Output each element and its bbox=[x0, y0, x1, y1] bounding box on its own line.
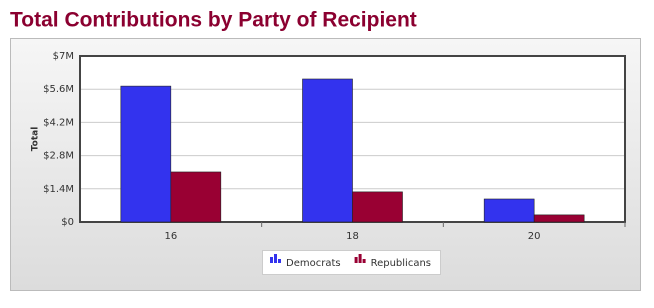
legend bbox=[262, 250, 441, 275]
bar bbox=[302, 78, 353, 223]
y-tick-label: $5.6M bbox=[43, 84, 74, 95]
legend-label: Republicans bbox=[371, 258, 431, 269]
x-tick-label: 20 bbox=[528, 231, 541, 242]
y-axis-label: Total bbox=[31, 127, 41, 152]
x-tick-label: 18 bbox=[346, 231, 359, 242]
legend-icon bbox=[362, 259, 366, 263]
y-tick-label: $7M bbox=[53, 51, 74, 62]
bar bbox=[352, 191, 403, 223]
bar bbox=[483, 198, 535, 223]
legend-label: Democrats bbox=[286, 258, 341, 269]
y-tick-label: $1.4M bbox=[43, 184, 74, 195]
legend-icon bbox=[358, 254, 362, 263]
legend-icon bbox=[274, 254, 277, 263]
bar bbox=[170, 171, 222, 223]
legend-icon bbox=[278, 259, 281, 263]
y-tick-label: $4.2M bbox=[43, 117, 74, 128]
legend-icon bbox=[354, 257, 358, 263]
x-tick-label: 16 bbox=[164, 231, 177, 242]
bar bbox=[533, 214, 585, 223]
legend-icon bbox=[270, 257, 273, 263]
bar bbox=[120, 85, 172, 223]
y-tick-label: $0 bbox=[61, 217, 74, 228]
chart-title: Total Contributions by Party of Recipien… bbox=[10, 9, 417, 32]
y-tick-label: $2.8M bbox=[43, 151, 74, 162]
